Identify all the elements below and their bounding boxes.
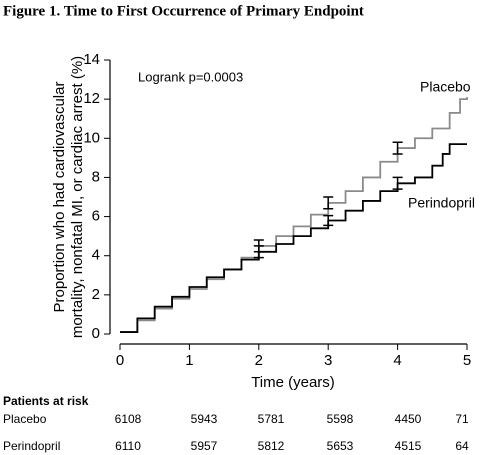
- risk-value: 4450: [395, 412, 422, 426]
- error-bar: [392, 141, 403, 155]
- step-line: [120, 97, 468, 333]
- risk-value: 5943: [191, 412, 218, 426]
- y-tick-label: 12: [83, 90, 100, 107]
- error-bar: [253, 245, 264, 259]
- series-label: Perindopril: [408, 195, 475, 211]
- x-tick-label: 4: [393, 352, 401, 369]
- annotation: Logrank p=0.0003: [138, 69, 243, 84]
- x-tick-label: 5: [463, 352, 471, 369]
- risk-value: 5812: [258, 439, 285, 453]
- risk-value: 5653: [327, 439, 354, 453]
- error-bar: [323, 214, 334, 227]
- risk-value: 6108: [115, 412, 142, 426]
- x-tick-label: 2: [255, 352, 263, 369]
- y-axis-label: Proportion who had cardiovascular mortal…: [51, 56, 86, 338]
- series-label: Placebo: [420, 79, 471, 95]
- risk-row-name: Perindopril: [3, 439, 60, 453]
- risk-value: 6110: [115, 439, 141, 453]
- x-tick-label: 1: [185, 352, 193, 369]
- y-tick-label: 8: [92, 168, 100, 185]
- error-bar: [323, 196, 334, 210]
- y-tick-label: 14: [83, 51, 100, 68]
- y-axis-label-line: mortality, nonfatal MI, or cardiac arres…: [69, 56, 86, 338]
- step-line: [120, 143, 467, 333]
- risk-value: 64: [455, 439, 469, 453]
- risk-value: 5957: [191, 439, 218, 453]
- x-tick-label: 3: [324, 352, 332, 369]
- risk-value: 5781: [258, 412, 285, 426]
- y-tick-label: 0: [92, 325, 100, 342]
- risk-value: 71: [455, 412, 469, 426]
- x-axis-label: Time (years): [251, 374, 335, 391]
- y-tick-label: 2: [92, 286, 100, 303]
- risk-value: 5598: [327, 412, 354, 426]
- chart-title: Figure 1. Time to First Occurrence of Pr…: [3, 3, 364, 19]
- y-tick-label: 6: [92, 208, 100, 225]
- x-tick-label: 0: [116, 352, 124, 369]
- y-axis-label-line: Proportion who had cardiovascular: [51, 82, 68, 313]
- y-tick-label: 10: [83, 129, 100, 146]
- y-tick-label: 4: [92, 247, 100, 264]
- risk-value: 4515: [395, 439, 422, 453]
- error-bar: [392, 176, 403, 190]
- risk-table-title: Patients at risk: [3, 394, 89, 408]
- risk-row-name: Placebo: [3, 412, 47, 426]
